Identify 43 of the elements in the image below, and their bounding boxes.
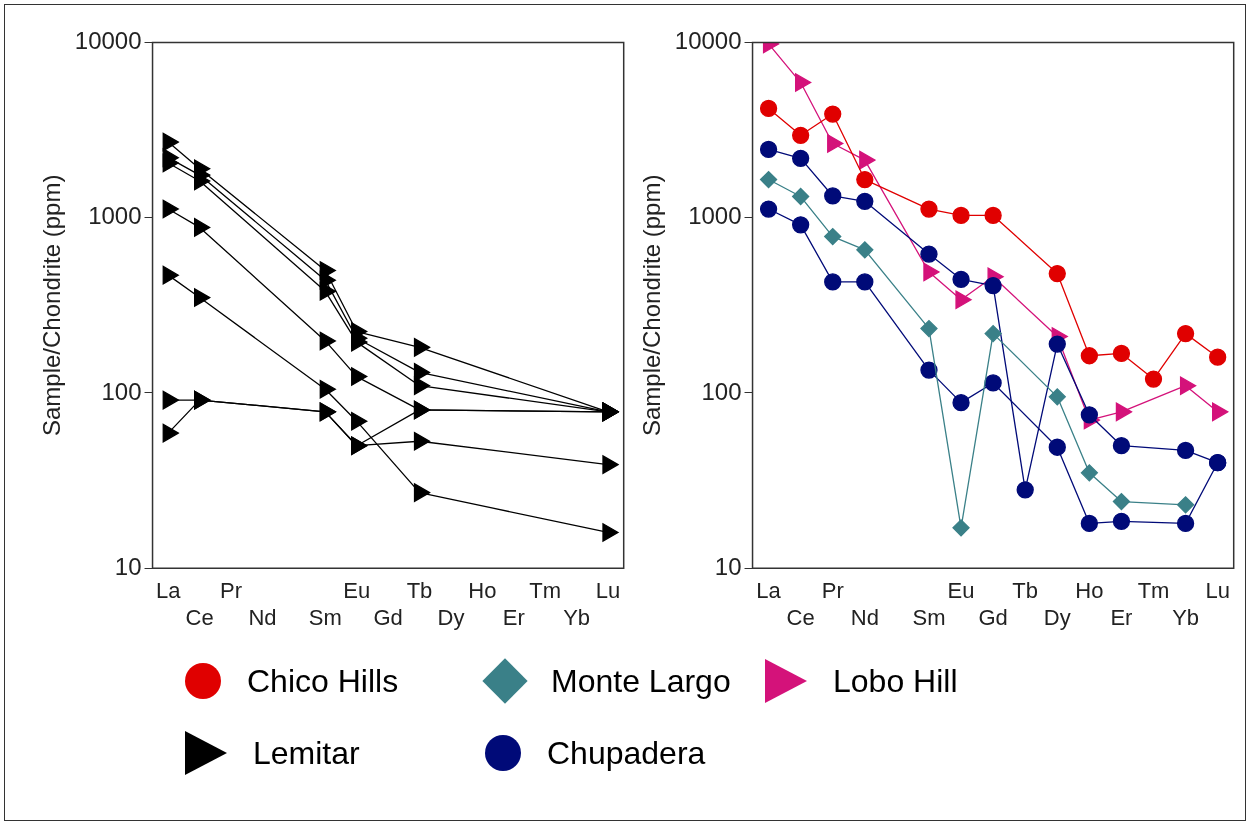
x-tick-label: Er	[502, 604, 525, 630]
x-tick-label: Sm	[912, 604, 946, 630]
legend-label: Chico Hills	[247, 662, 399, 700]
x-tick-label: Ho	[468, 578, 497, 604]
x-tick-label: Ho	[1075, 578, 1104, 604]
x-tick-label: Eu	[947, 578, 975, 604]
y-tick-label: 10	[714, 552, 742, 580]
y-tick-label: 10000	[674, 27, 742, 55]
x-tick-label: Gd	[373, 604, 403, 630]
x-tick-label: Nd	[850, 604, 879, 630]
x-tick-label: Tb	[1012, 578, 1039, 604]
y-axis-title: Sample/Chondrite (ppm)	[38, 174, 66, 437]
x-tick-label: Lu	[1205, 578, 1230, 604]
x-tick-label: Pr	[220, 578, 243, 604]
y-tick-label: 10000	[74, 27, 142, 55]
legend-label: Monte Largo	[551, 662, 731, 700]
x-tick-label: Ce	[786, 604, 815, 630]
x-tick-label: Tm	[529, 578, 562, 604]
x-tick-label: Dy	[1043, 604, 1071, 630]
x-tick-label: Dy	[437, 604, 465, 630]
x-tick-label: La	[756, 578, 782, 604]
legend-label: Chupadera	[547, 734, 706, 772]
legend-label: Lemitar	[253, 734, 360, 772]
x-tick-label: Yb	[563, 604, 591, 630]
x-tick-label: Tb	[406, 578, 433, 604]
legend-label: Lobo Hill	[833, 662, 958, 700]
x-tick-label: La	[156, 578, 182, 604]
x-tick-label: Eu	[343, 578, 371, 604]
x-tick-label: Pr	[821, 578, 844, 604]
x-tick-label: Gd	[978, 604, 1008, 630]
x-tick-label: Lu	[595, 578, 621, 604]
y-tick-label: 100	[101, 377, 142, 405]
x-tick-label: Sm	[308, 604, 342, 630]
y-tick-label: 100	[701, 377, 742, 405]
y-tick-label: 10	[114, 552, 142, 580]
x-tick-label: Yb	[1172, 604, 1200, 630]
y-axis-title: Sample/Chondrite (ppm)	[638, 174, 666, 437]
y-tick-label: 1000	[688, 202, 742, 230]
x-tick-label: Nd	[248, 604, 277, 630]
x-tick-label: Tm	[1137, 578, 1170, 604]
y-tick-label: 1000	[88, 202, 142, 230]
x-tick-label: Ce	[185, 604, 214, 630]
x-tick-label: Er	[1110, 604, 1133, 630]
